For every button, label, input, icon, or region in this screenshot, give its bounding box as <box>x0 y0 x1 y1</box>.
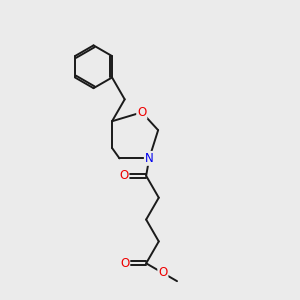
Text: O: O <box>120 257 129 270</box>
Text: O: O <box>119 169 128 182</box>
Text: N: N <box>145 152 154 165</box>
Text: O: O <box>158 266 167 280</box>
Text: O: O <box>137 106 146 119</box>
